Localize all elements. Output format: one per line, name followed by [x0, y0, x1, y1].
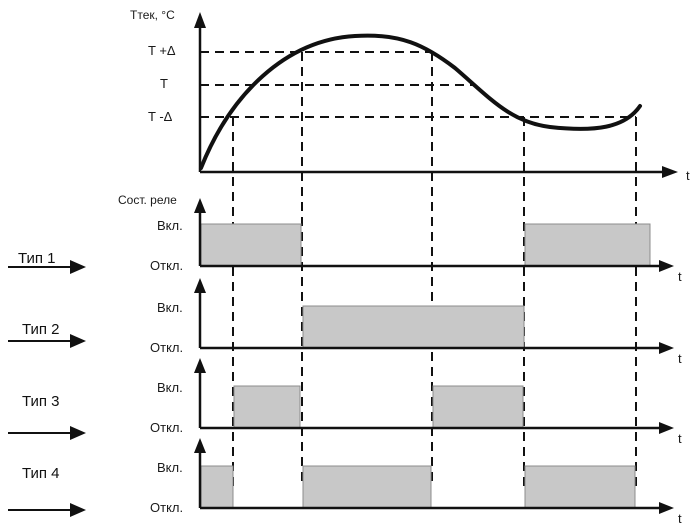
relay-type-1-x-label: t: [678, 269, 682, 284]
relay-type-4-x-label: t: [678, 511, 682, 526]
temperature-chart: Tтек, °C t T +Δ T T -Δ: [130, 8, 690, 183]
temperature-y-axis-arrow: [194, 12, 206, 28]
relay-type-3-on-label: Вкл.: [157, 380, 183, 395]
relay-type-4-off-label: Откл.: [150, 500, 183, 515]
relay-type-1-on-label: Вкл.: [157, 218, 183, 233]
relay-type-3-x-axis-arrow: [659, 422, 674, 434]
time-guides: [232, 52, 637, 486]
relay-type-2-off-label: Откл.: [150, 340, 183, 355]
temperature-y-axis-label: Tтек, °C: [130, 8, 175, 22]
relay-type-2-y-axis-arrow: [194, 278, 206, 293]
relay-type-2-x-axis-arrow: [659, 342, 674, 354]
relay-type-4-pointer-arrow-icon: [70, 503, 86, 517]
relay-type-2-label: Тип 2: [22, 321, 60, 338]
relay-type-3-off-label: Откл.: [150, 420, 183, 435]
temperature-x-axis-arrow: [662, 166, 678, 178]
relay-type-4-on-block-3: [524, 465, 636, 509]
relay-type-4-chart: Вкл. Откл. t Тип 4: [8, 438, 682, 526]
temperature-curve: [199, 33, 642, 170]
relay-type-4-on-block-2: [302, 465, 432, 509]
relay-type-4-label: Тип 4: [22, 465, 60, 482]
relay-type-1-off-label: Откл.: [150, 258, 183, 273]
relay-type-2-on-block-1: [302, 305, 525, 349]
relay-type-2-chart: Вкл. Откл. t Тип 2: [8, 278, 682, 366]
relay-type-1-y-axis-arrow: [194, 198, 206, 213]
relay-type-1-on-block-1: [200, 223, 302, 267]
relay-type-3-y-axis-arrow: [194, 358, 206, 373]
relay-type-1-chart: Вкл. Откл. t Тип 1: [8, 198, 682, 284]
level-lower-label: T -Δ: [148, 109, 173, 124]
relay-type-4-y-axis-arrow: [194, 438, 206, 453]
relay-type-3-on-block-1: [233, 385, 301, 429]
relay-type-2-x-label: t: [678, 351, 682, 366]
relay-type-4-on-label: Вкл.: [157, 460, 183, 475]
relay-type-1-x-axis-arrow: [659, 260, 674, 272]
relay-type-4-on-block-1: [200, 465, 234, 509]
relay-section-label: Сост. реле: [118, 193, 177, 207]
temperature-x-axis-label: t: [686, 168, 690, 183]
relay-type-2-on-label: Вкл.: [157, 300, 183, 315]
relay-type-3-pointer-arrow-icon: [70, 426, 86, 440]
relay-type-3-on-block-2: [432, 385, 524, 429]
level-upper-label: T +Δ: [148, 43, 176, 58]
relay-type-1-pointer-arrow-icon: [70, 260, 86, 274]
relay-type-2-pointer-arrow-icon: [70, 334, 86, 348]
relay-type-1-on-block-2: [524, 223, 651, 267]
relay-type-4-x-axis-arrow: [659, 502, 674, 514]
relay-type-3-chart: Вкл. Откл. t Тип 3: [8, 358, 682, 446]
relay-type-3-label: Тип 3: [22, 393, 60, 410]
relay-type-1-label: Тип 1: [18, 250, 56, 267]
relay-type-3-x-label: t: [678, 431, 682, 446]
level-setpoint-label: T: [160, 76, 168, 91]
